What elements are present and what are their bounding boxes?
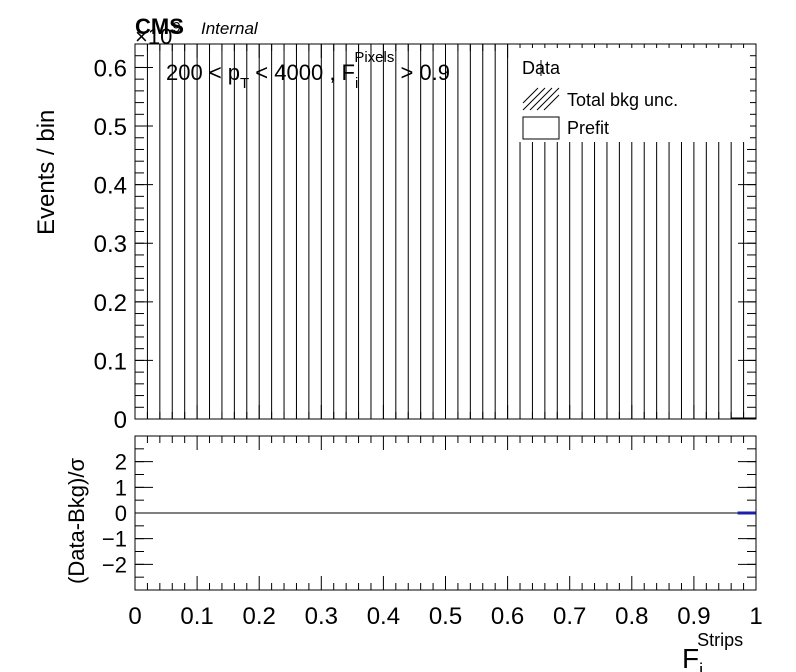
y-tick-label: 0.5 [94,114,127,141]
main-y-axis: 0 0.1 0.2 0.3 0.4 0.5 0.6 [94,43,756,434]
ratio-y-tick-label: 0 [115,501,127,526]
x-tick-label: 0.2 [243,603,276,630]
x-tick-label: 0.1 [180,603,213,630]
main-y-label: Events / bin [33,110,60,235]
legend-unc-label: Total bkg unc. [567,90,678,110]
y-tick-label: 0 [114,407,127,434]
y-tick-label: 0.3 [94,231,127,258]
x-tick-label: 0.6 [491,603,524,630]
selection-label: 200 < pT < 4000 , FiPixels > 0.9 [166,49,450,92]
ratio-y-tick-label: 1 [115,475,127,500]
exponent-label: ×109 [135,19,181,49]
legend-unc-swatch [522,87,560,111]
x-tick-label: 0 [128,603,141,630]
ratio-x-axis: 0 0.1 0.2 0.3 0.4 0.5 0.6 0.7 0.8 0.9 1 [128,436,763,630]
internal-label: Internal [201,19,259,38]
x-tick-label: 0.7 [553,603,586,630]
y-tick-label: 0.6 [94,55,127,82]
main-bin-lines [146,44,756,419]
ratio-y-label: (Data-Bkg)/σ [64,458,89,584]
x-axis-label: FiStrips [682,630,743,672]
ratio-y-tick-label: −2 [102,552,127,577]
x-tick-label: 1 [749,603,762,630]
y-tick-label: 0.2 [94,290,127,317]
legend-data-label: Data [522,58,561,78]
x-tick-label: 0.3 [305,603,338,630]
ratio-y-tick-label: 2 [115,450,127,475]
legend-prefit-swatch [522,116,560,140]
y-tick-label: 0.1 [94,348,127,375]
x-tick-label: 0.8 [615,603,648,630]
x-tick-label: 0.4 [367,603,400,630]
legend-prefit-label: Prefit [567,118,609,138]
cms-label: CMS [135,14,184,39]
ratio-y-tick-label: −1 [102,527,127,552]
x-tick-label: 0.5 [429,603,462,630]
y-tick-label: 0.4 [94,173,127,200]
x-tick-label: 0.9 [677,603,710,630]
